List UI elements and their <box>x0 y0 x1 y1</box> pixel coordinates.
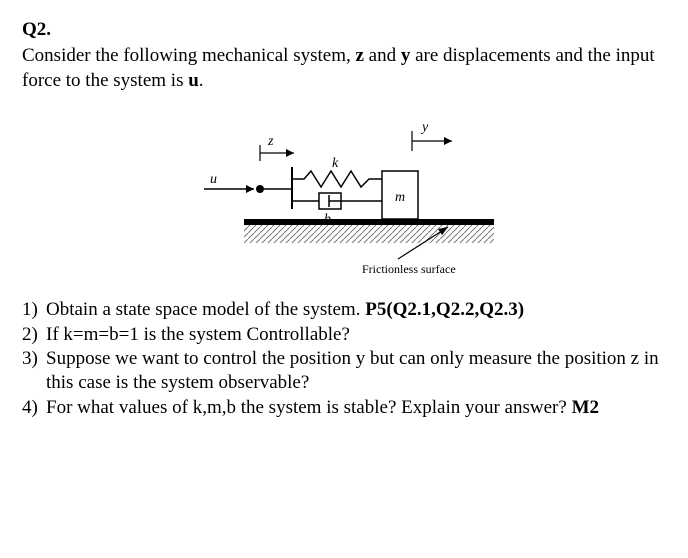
q4: 4) For what values of k,m,b the system i… <box>22 396 666 420</box>
label-b: b <box>324 212 331 227</box>
var-u: u <box>188 70 199 91</box>
intro-part: Consider the following mechanical system… <box>22 45 355 66</box>
q4-text: For what values of k,m,b the system is s… <box>46 397 572 418</box>
var-y: y <box>401 45 411 66</box>
intro-part: . <box>199 70 204 91</box>
q4-num: 4) <box>22 396 46 420</box>
question-heading: Q2. <box>22 18 666 42</box>
q2: 2) If k=m=b=1 is the system Controllable… <box>22 323 666 347</box>
q1-num: 1) <box>22 298 46 322</box>
q3-text: Suppose we want to control the position … <box>46 347 666 396</box>
q2-text: If k=m=b=1 is the system Controllable? <box>46 323 666 347</box>
label-m: m <box>395 190 405 205</box>
q4-ref: M2 <box>572 397 599 418</box>
var-z: z <box>355 45 363 66</box>
label-z: z <box>267 134 274 149</box>
q1-text: Obtain a state space model of the system… <box>46 299 365 320</box>
label-frictionless: Frictionless surface <box>362 262 456 276</box>
intro-part: and <box>364 45 401 66</box>
question-list: 1) Obtain a state space model of the sys… <box>22 298 666 420</box>
label-y: y <box>420 120 429 135</box>
label-k: k <box>332 156 339 171</box>
label-u: u <box>210 172 217 187</box>
q3: 3) Suppose we want to control the positi… <box>22 347 666 396</box>
q1: 1) Obtain a state space model of the sys… <box>22 298 666 322</box>
q2-num: 2) <box>22 323 46 347</box>
figure: m k b u z y Frictionless surface <box>22 101 666 288</box>
q1-ref: P5(Q2.1,Q2.2,Q2.3) <box>365 299 524 320</box>
intro-text: Consider the following mechanical system… <box>22 44 666 93</box>
q3-num: 3) <box>22 347 46 396</box>
